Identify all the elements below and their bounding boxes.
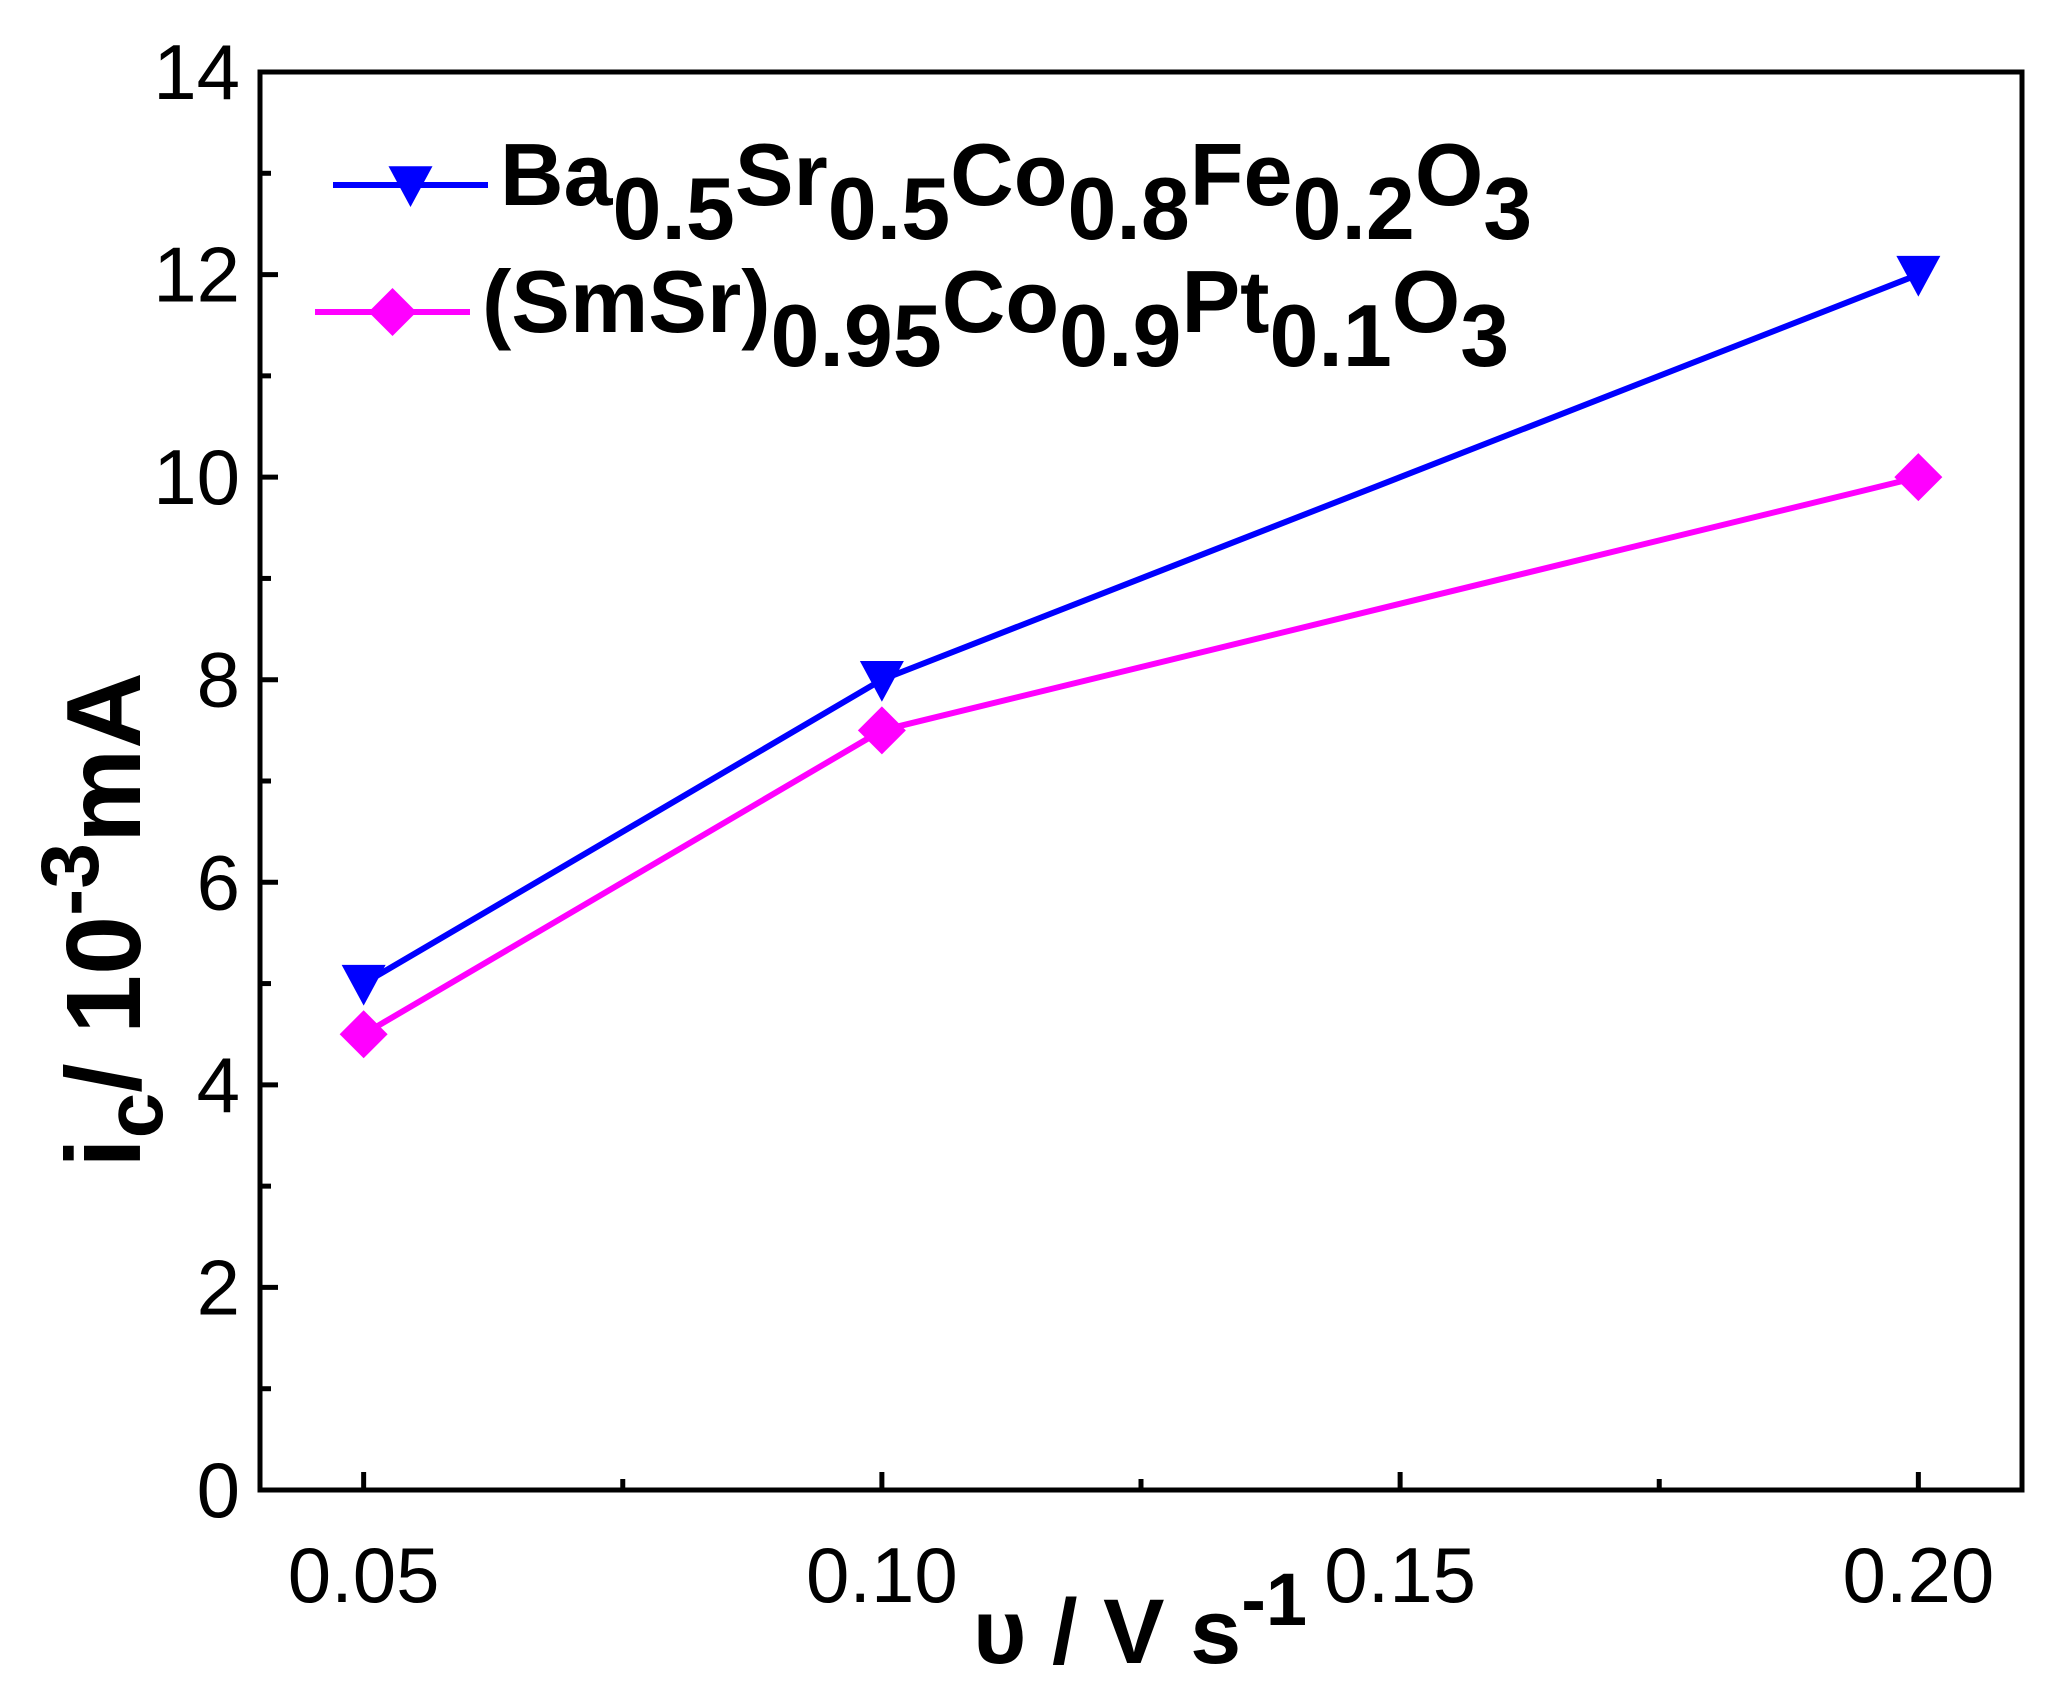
series-2-point — [1894, 453, 1943, 502]
series-2-line — [362, 474, 1920, 1037]
x-tick-label: 0.15 — [1324, 1531, 1476, 1619]
x-axis-title-sup: -1 — [1241, 1558, 1307, 1641]
series-2-point — [857, 706, 906, 755]
y-axis-title: ic/ 10-3mA — [25, 672, 180, 1168]
legend-1-label: Ba0.5Sr0.5Co0.8Fe0.2O3 — [500, 125, 1532, 258]
y-tick-label: 0 — [197, 1446, 240, 1534]
legend: Ba0.5Sr0.5Co0.8Fe0.2O3(SmSr)0.95Co0.9Pt0… — [315, 125, 1532, 385]
y-tick-label: 2 — [197, 1243, 240, 1331]
y-axis-title-sup: -3 — [25, 843, 116, 916]
series-1-point — [1896, 255, 1941, 297]
y-axis-title-main: i — [45, 1138, 163, 1167]
y-tick-label: 4 — [197, 1041, 240, 1129]
series-1-point — [859, 661, 904, 702]
x-tick-label: 0.20 — [1842, 1531, 1994, 1619]
x-axis-title: υ / V s-1 — [973, 1558, 1307, 1683]
legend-1-marker — [388, 166, 433, 207]
y-axis-title-tail: mA — [45, 672, 163, 843]
y-axis-title-mid: / 10 — [45, 916, 163, 1093]
legend-2-label: (SmSr)0.95Co0.9Pt0.1O3 — [482, 252, 1509, 385]
axis-ticks — [260, 69, 1921, 1493]
series-markers — [339, 255, 1943, 1059]
x-axis-title-main: υ / V s — [973, 1581, 1241, 1683]
y-tick-label: 14 — [153, 28, 240, 116]
axis-tick-labels: 0 2 4 6 8 10 12 14 0.05 0.10 0.15 0.20 — [153, 28, 1994, 1619]
y-tick-label: 6 — [197, 838, 240, 926]
series-1-point — [341, 964, 386, 1006]
legend-2-marker — [368, 288, 417, 336]
series-lines — [362, 271, 1920, 1037]
y-axis-title-sub: c — [89, 1093, 180, 1139]
y-tick-label: 8 — [197, 636, 240, 724]
x-tick-label: 0.05 — [288, 1531, 440, 1619]
y-tick-label: 12 — [153, 231, 240, 319]
series-2-point — [339, 1010, 388, 1059]
x-tick-label: 0.10 — [806, 1531, 958, 1619]
y-tick-label: 10 — [153, 433, 240, 521]
